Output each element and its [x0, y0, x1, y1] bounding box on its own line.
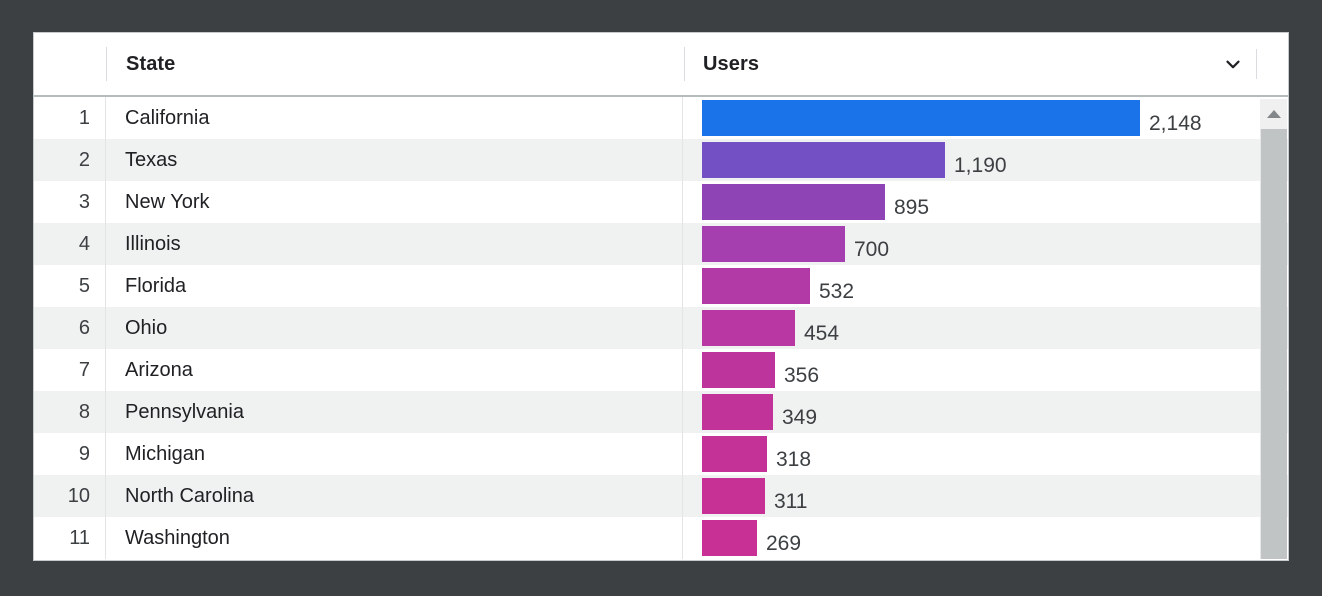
row-state: Illinois — [106, 223, 683, 265]
row-state: Texas — [106, 139, 683, 181]
users-value: 2,148 — [1149, 112, 1202, 135]
row-state: Ohio — [106, 307, 683, 349]
row-rank: 6 — [34, 307, 106, 349]
users-value: 532 — [819, 280, 855, 303]
row-state: North Carolina — [106, 475, 683, 517]
table-row[interactable]: 2 Texas 1,190 — [34, 139, 1288, 181]
scrollbar[interactable] — [1260, 99, 1287, 559]
users-bar — [702, 352, 775, 388]
table-row[interactable]: 10 North Carolina 311 — [34, 475, 1288, 517]
users-value: 311 — [774, 490, 808, 513]
row-rank: 4 — [34, 223, 106, 265]
table-row[interactable]: 1 California 2,148 — [34, 97, 1288, 139]
row-state: California — [106, 97, 683, 139]
table-header: State Users — [34, 33, 1288, 97]
row-users-cell: 532 — [683, 265, 1288, 307]
row-state: Michigan — [106, 433, 683, 475]
row-users-cell: 1,190 — [683, 139, 1288, 181]
row-state: New York — [106, 181, 683, 223]
users-value: 349 — [782, 406, 818, 429]
chevron-down-icon[interactable] — [1222, 53, 1244, 75]
column-divider — [684, 47, 685, 81]
table-row[interactable]: 3 New York 895 — [34, 181, 1288, 223]
table-row[interactable]: 5 Florida 532 — [34, 265, 1288, 307]
header-divider — [1256, 49, 1257, 79]
users-bar — [702, 436, 767, 472]
users-bar — [702, 310, 795, 346]
state-column-header[interactable]: State — [107, 33, 684, 95]
users-bar — [702, 520, 757, 556]
row-users-cell: 700 — [683, 223, 1288, 265]
row-state: Pennsylvania — [106, 391, 683, 433]
scrollbar-up-button[interactable] — [1260, 99, 1287, 129]
state-column-header-label: State — [126, 52, 176, 75]
table-row[interactable]: 4 Illinois 700 — [34, 223, 1288, 265]
row-rank: 9 — [34, 433, 106, 475]
users-value: 700 — [854, 238, 890, 261]
users-bar — [702, 394, 773, 430]
row-rank: 3 — [34, 181, 106, 223]
row-rank: 2 — [34, 139, 106, 181]
row-state: Arizona — [106, 349, 683, 391]
row-users-cell: 356 — [683, 349, 1288, 391]
row-users-cell: 895 — [683, 181, 1288, 223]
users-by-state-table: State Users 1 California 2,148 2 Texas 1… — [33, 32, 1289, 561]
users-value: 454 — [804, 322, 840, 345]
row-rank: 7 — [34, 349, 106, 391]
row-state: Florida — [106, 265, 683, 307]
users-bar — [702, 100, 1140, 136]
users-value: 1,190 — [954, 154, 1007, 177]
row-rank: 5 — [34, 265, 106, 307]
users-bar — [702, 184, 885, 220]
row-users-cell: 318 — [683, 433, 1288, 475]
users-bar — [702, 478, 765, 514]
row-users-cell: 311 — [683, 475, 1288, 517]
table-row[interactable]: 7 Arizona 356 — [34, 349, 1288, 391]
users-value: 269 — [766, 532, 802, 555]
table-rows: 1 California 2,148 2 Texas 1,190 3 New Y… — [34, 97, 1288, 559]
table-row[interactable]: 9 Michigan 318 — [34, 433, 1288, 475]
row-rank: 10 — [34, 475, 106, 517]
row-users-cell: 269 — [683, 517, 1288, 559]
users-bar — [702, 268, 810, 304]
scrollbar-thumb[interactable] — [1260, 129, 1287, 559]
users-column-header-label: Users — [703, 52, 760, 75]
row-users-cell: 454 — [683, 307, 1288, 349]
row-users-cell: 349 — [683, 391, 1288, 433]
users-value: 318 — [776, 448, 812, 471]
users-bar — [702, 226, 845, 262]
table-row[interactable]: 6 Ohio 454 — [34, 307, 1288, 349]
users-value: 895 — [894, 196, 930, 219]
row-rank: 1 — [34, 97, 106, 139]
row-rank: 11 — [34, 517, 106, 559]
row-state: Washington — [106, 517, 683, 559]
users-value: 356 — [784, 364, 820, 387]
column-divider — [106, 47, 107, 81]
users-bar — [702, 142, 945, 178]
table-row[interactable]: 8 Pennsylvania 349 — [34, 391, 1288, 433]
row-rank: 8 — [34, 391, 106, 433]
triangle-up-icon — [1266, 110, 1281, 118]
users-column-header[interactable]: Users — [685, 33, 1288, 95]
row-users-cell: 2,148 — [683, 97, 1288, 139]
table-row[interactable]: 11 Washington 269 — [34, 517, 1288, 559]
rank-column-header — [34, 33, 106, 95]
